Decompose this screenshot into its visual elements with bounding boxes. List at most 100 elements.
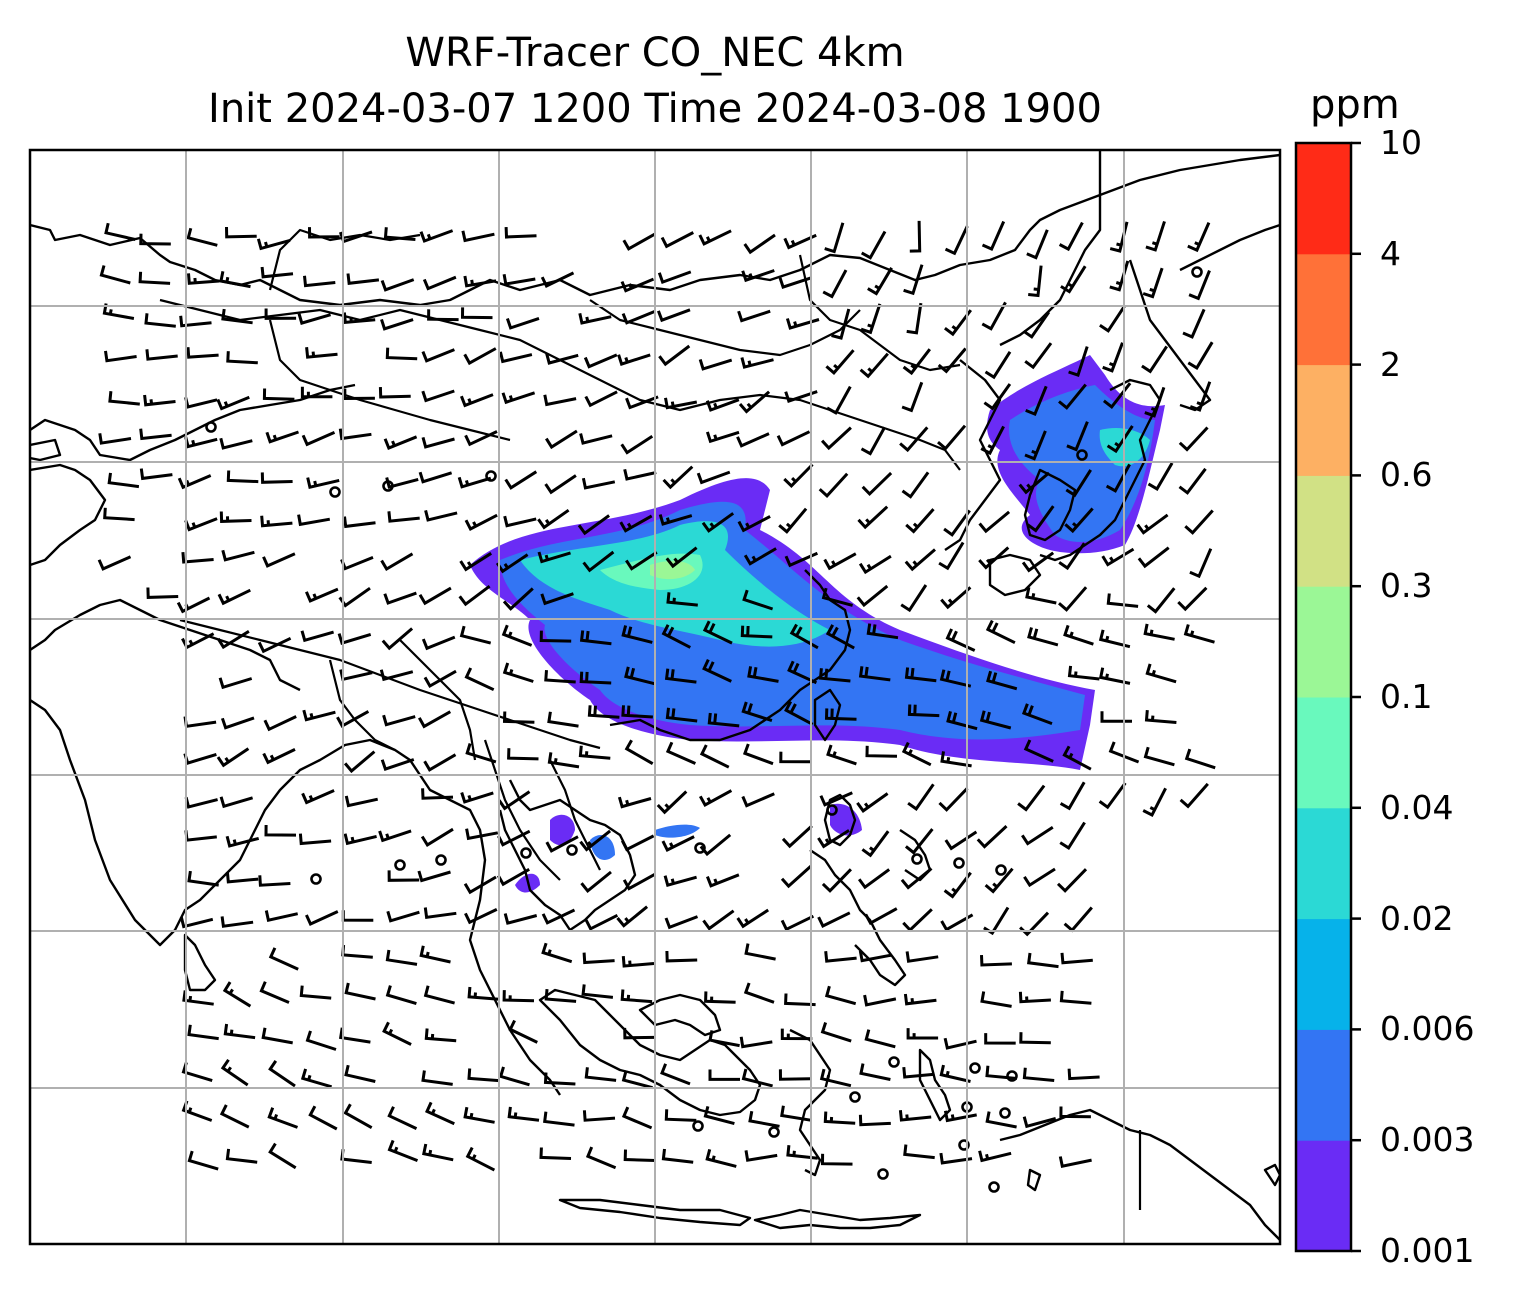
wind-barb	[986, 670, 1018, 691]
wind-barb	[380, 758, 415, 772]
wind-barb	[379, 669, 414, 682]
wind-barb	[543, 1072, 576, 1086]
map-gridlines	[30, 150, 1280, 1244]
wind-barb	[665, 546, 698, 569]
colorbar-tick-label: 0.003	[1380, 1120, 1475, 1160]
wind-barb	[664, 668, 697, 684]
wind-barb	[940, 586, 972, 610]
calm-wind-circle	[988, 1181, 1000, 1193]
wind-barb	[539, 630, 572, 643]
wind-barb	[1017, 784, 1046, 812]
wind-barb	[861, 830, 890, 858]
wind-barb	[664, 915, 699, 930]
wind-barb	[904, 828, 934, 855]
wind-barb	[619, 514, 653, 533]
wind-barb	[1109, 260, 1130, 292]
wind-barb	[187, 870, 219, 887]
wind-barb	[1144, 709, 1177, 724]
wind-barb	[1067, 1068, 1100, 1081]
wind-barb	[625, 395, 659, 410]
wind-barb	[463, 875, 497, 895]
wind-barb	[744, 943, 776, 961]
wind-barb	[108, 391, 140, 406]
wind-barb	[907, 783, 935, 811]
wind-barb	[1183, 624, 1215, 644]
wind-barb	[460, 791, 494, 804]
wind-barb	[776, 430, 811, 447]
wind-barbs	[97, 220, 1216, 1172]
wind-barb	[503, 913, 538, 925]
wind-barb	[465, 828, 499, 841]
wind-barb	[424, 510, 458, 522]
wind-barb	[662, 465, 694, 490]
wind-barb	[502, 990, 535, 1003]
wind-barb	[705, 1149, 737, 1168]
wind-barb	[860, 303, 882, 335]
wind-barb	[1025, 385, 1048, 417]
wind-barb	[904, 667, 937, 683]
wind-barb	[787, 660, 818, 685]
wind-barb	[300, 1068, 333, 1089]
wind-barb	[623, 1027, 655, 1040]
wind-barb	[625, 550, 658, 571]
wind-barb	[860, 426, 886, 456]
wind-barb	[302, 709, 336, 722]
colorbar-tick-label: 2	[1380, 344, 1401, 384]
wind-barb	[622, 232, 656, 251]
wind-barb	[461, 230, 495, 243]
wind-barb	[383, 591, 417, 605]
wind-barb	[902, 908, 933, 933]
wind-barb	[1098, 667, 1131, 685]
wind-barb	[944, 225, 969, 256]
wind-barb	[744, 1150, 778, 1162]
wind-barb	[338, 1027, 371, 1044]
wind-barb	[464, 908, 498, 925]
wind-barb	[459, 625, 492, 645]
wind-barb	[1021, 703, 1053, 726]
wind-barb	[340, 1149, 372, 1164]
wind-barb	[864, 1029, 896, 1049]
wind-barb	[460, 393, 494, 408]
wind-barb	[383, 435, 418, 450]
wind-barb	[702, 658, 732, 683]
calm-wind-circle	[849, 1091, 861, 1103]
wind-barb	[139, 233, 171, 246]
wind-barb	[858, 1114, 891, 1127]
map-area	[30, 150, 1280, 1244]
wind-barb	[221, 308, 253, 325]
wind-barb	[780, 1105, 812, 1122]
wind-barb	[1058, 586, 1088, 612]
wind-barb	[541, 908, 576, 925]
wind-barb	[656, 308, 691, 323]
wind-barb	[380, 278, 415, 292]
wind-barb	[780, 914, 815, 932]
wind-barb	[663, 875, 698, 888]
wind-barb	[943, 1110, 977, 1123]
wind-barb	[421, 437, 455, 449]
wind-barb	[620, 277, 655, 293]
wind-barb	[1143, 623, 1175, 641]
wind-barb	[978, 546, 1010, 570]
wind-barb	[622, 872, 657, 891]
wind-barb	[467, 1068, 500, 1083]
wind-barb	[780, 1028, 813, 1041]
wind-barb	[1022, 1067, 1055, 1082]
wind-barb	[821, 868, 852, 893]
wind-barb	[1021, 825, 1054, 846]
wind-barb	[899, 426, 929, 453]
wind-barb	[698, 358, 733, 371]
wind-barb	[1064, 507, 1094, 534]
wind-barb	[940, 913, 974, 932]
wind-barb	[1147, 462, 1174, 491]
wind-barb	[184, 830, 217, 842]
wind-barb	[624, 666, 656, 686]
wind-barb	[903, 1144, 935, 1160]
calm-wind-circle	[435, 854, 447, 866]
wind-barb	[219, 271, 251, 289]
wind-barb	[743, 547, 777, 566]
wind-barb	[741, 792, 775, 808]
wind-barb	[343, 750, 376, 774]
wind-barb	[658, 514, 693, 526]
calm-wind-circle	[877, 1168, 889, 1180]
wind-barb	[1101, 547, 1135, 567]
